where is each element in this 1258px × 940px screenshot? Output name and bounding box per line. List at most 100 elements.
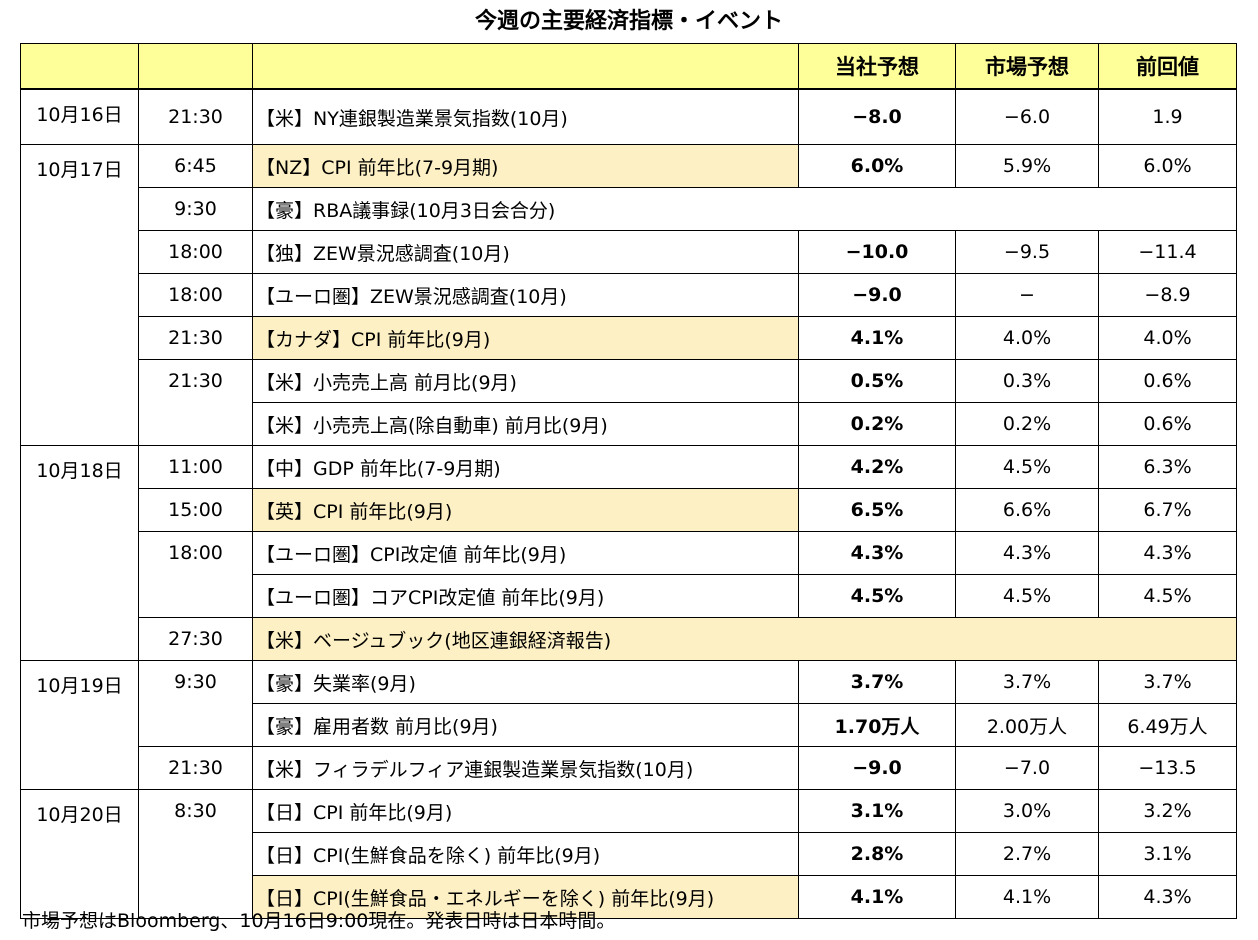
market-forecast-cell: 4.5% <box>955 574 1099 618</box>
company-forecast-cell: 3.7% <box>798 660 956 704</box>
time-cell: 27:30 <box>138 617 253 661</box>
time-cell: 18:00 <box>138 230 253 274</box>
event-cell: 【ユーロ圏】CPI改定値 前年比(9月) <box>252 531 799 575</box>
event-cell: 【日】CPI(生鮮食品・エネルギーを除く) 前年比(9月) <box>252 875 799 919</box>
time-cell: 15:00 <box>138 488 253 532</box>
market-forecast-cell: −7.0 <box>955 746 1099 790</box>
time-cell: 21:30 <box>138 359 253 403</box>
table-row: 18:00 【ユーロ圏】ZEW景況感調査(10月) −9.0− −8.9 <box>21 273 1237 317</box>
market-forecast-cell: 5.9% <box>955 144 1099 188</box>
previous-value-cell: 4.0% <box>1098 316 1237 360</box>
time-cell <box>138 832 253 876</box>
header-event <box>252 43 799 90</box>
table-row: 10月17日 6:45 【NZ】CPI 前年比(7-9月期) 6.0% 5.9% 6.0% <box>20 144 1237 446</box>
company-forecast-cell: 0.2% <box>798 402 956 446</box>
time-cell: 9:30 <box>138 187 253 231</box>
company-forecast-cell: 3.1% <box>798 789 956 833</box>
company-forecast-cell: −9.0 <box>798 746 956 790</box>
company-forecast-cell: 6.5% <box>798 488 956 532</box>
event-cell: 【米】フィラデルフィア連銀製造業景気指数(10月) <box>252 746 799 790</box>
market-forecast-cell: − <box>955 273 1099 317</box>
previous-value-cell: 4.3% <box>1098 531 1237 575</box>
market-forecast-cell: 2.00万人 <box>955 703 1099 747</box>
time-cell <box>138 875 253 919</box>
event-cell: 【豪】RBA議事録(10月3日会合分) <box>252 187 1237 231</box>
table-row: 10月19日 9:30 【豪】失業率(9月) 3.7% 3.7% 3.7% <box>20 660 1237 790</box>
previous-value-cell: 3.1% <box>1098 832 1237 876</box>
company-forecast-cell: 4.2% <box>798 445 956 489</box>
market-forecast-cell: −9.5 <box>955 230 1099 274</box>
company-forecast-cell: 4.5% <box>798 574 956 618</box>
time-cell: 21:30 <box>138 316 253 360</box>
time-cell: 18:00 <box>138 531 253 575</box>
previous-value-cell: 6.7% <box>1098 488 1237 532</box>
market-forecast-cell: −6.0 <box>955 88 1099 145</box>
previous-value-cell: 1.9 <box>1098 88 1237 145</box>
market-forecast-cell: 0.3% <box>955 359 1099 403</box>
market-forecast-cell: 2.7% <box>955 832 1099 876</box>
header-previous-value: 前回値 <box>1098 43 1237 90</box>
previous-value-cell: 3.7% <box>1098 660 1237 704</box>
company-forecast-cell: 4.1% <box>798 316 956 360</box>
market-forecast-cell: 4.0% <box>955 316 1099 360</box>
event-cell: 【日】CPI 前年比(9月) <box>252 789 799 833</box>
table-row: 10月18日 11:00 【中】GDP 前年比(7-9月期) 4.2% 4.5% 6.3% <box>20 445 1237 661</box>
company-forecast-cell: −8.0 <box>798 88 956 145</box>
company-forecast-cell: 1.70万人 <box>798 703 956 747</box>
table-row: 【日】CPI(生鮮食品・エネルギーを除く) 前年比(9月) 4.1% 4.1% 4.3… <box>21 875 1237 919</box>
market-forecast-cell: 4.3% <box>955 531 1099 575</box>
date-cell: 10月16日 <box>20 88 139 145</box>
header-time <box>138 43 253 90</box>
market-forecast-cell: 6.6% <box>955 488 1099 532</box>
date-cell: 10月19日 <box>20 660 139 790</box>
time-cell: 18:00 <box>138 273 253 317</box>
event-cell: 【米】NY連銀製造業景気指数(10月) <box>252 88 799 145</box>
previous-value-cell: 3.2% <box>1098 789 1237 833</box>
previous-value-cell: 4.5% <box>1098 574 1237 618</box>
previous-value-cell: 4.3% <box>1098 875 1237 919</box>
previous-value-cell: 0.6% <box>1098 402 1237 446</box>
event-cell: 【カナダ】CPI 前年比(9月) <box>252 316 799 360</box>
previous-value-cell: 6.49万人 <box>1098 703 1237 747</box>
time-cell: 9:30 <box>138 660 253 704</box>
table-body: 10月16日 21:30 【米】NY連銀製造業景気指数(10月) −8.0 −6.0 1.… <box>20 88 1237 919</box>
event-cell: 【英】CPI 前年比(9月) <box>252 488 799 532</box>
company-forecast-cell: 6.0% <box>798 144 956 188</box>
time-cell: 6:45 <box>138 144 253 188</box>
table-row: 21:30 【米】フィラデルフィア連銀製造業景気指数(10月) −9.0 −7.0 −1… <box>21 746 1237 790</box>
company-forecast-cell: −9.0 <box>798 273 956 317</box>
previous-value-cell: 0.6% <box>1098 359 1237 403</box>
market-forecast-cell: 4.1% <box>955 875 1099 919</box>
event-cell: 【豪】雇用者数 前月比(9月) <box>252 703 799 747</box>
table-row: 18:00 【ユーロ圏】CPI改定値 前年比(9月) 4.3% 4.3% 4.3% <box>21 531 1237 575</box>
previous-value-cell: −13.5 <box>1098 746 1237 790</box>
indicator-table: 当社予想 市場予想 前回値 10月16日 21:30 【米】NY連銀製造業景気指数(… <box>20 43 1237 919</box>
event-cell: 【日】CPI(生鮮食品を除く) 前年比(9月) <box>252 832 799 876</box>
company-forecast-cell: 4.3% <box>798 531 956 575</box>
date-cell: 10月17日 <box>20 144 139 446</box>
market-forecast-cell: 3.0% <box>955 789 1099 833</box>
previous-value-cell: 6.3% <box>1098 445 1237 489</box>
table-row: 21:30 【米】小売売上高 前月比(9月) 0.5% 0.3% 0.6% <box>21 359 1237 403</box>
market-forecast-cell: 0.2% <box>955 402 1099 446</box>
event-cell: 【独】ZEW景況感調査(10月) <box>252 230 799 274</box>
time-cell: 21:30 <box>138 88 253 145</box>
company-forecast-cell: 2.8% <box>798 832 956 876</box>
table-row: 15:00 【英】CPI 前年比(9月) 6.5% 6.6% 6.7% <box>21 488 1237 532</box>
event-cell: 【豪】失業率(9月) <box>252 660 799 704</box>
table-row: 【豪】雇用者数 前月比(9月) 1.70万人 2.00万人 6.49万人 <box>21 703 1237 747</box>
table-row: 18:00 【独】ZEW景況感調査(10月) −10.0 −9.5 −11.4 <box>21 230 1237 274</box>
time-cell: 21:30 <box>138 746 253 790</box>
table-row: 10月20日 8:30 【日】CPI 前年比(9月) 3.1% 3.0% 3.2% <box>20 789 1237 919</box>
event-cell: 【米】小売売上高 前月比(9月) <box>252 359 799 403</box>
table-row: 27:30 【米】ベージュブック(地区連銀経済報告) <box>21 617 1237 661</box>
company-forecast-cell: 0.5% <box>798 359 956 403</box>
market-forecast-cell: 3.7% <box>955 660 1099 704</box>
table-row: 10月16日 21:30 【米】NY連銀製造業景気指数(10月) −8.0 −6.0 1.… <box>20 88 1237 145</box>
table-row: 【日】CPI(生鮮食品を除く) 前年比(9月) 2.8% 2.7% 3.1% <box>21 832 1237 876</box>
table-row: 9:30 【豪】RBA議事録(10月3日会合分) <box>21 187 1237 231</box>
time-cell: 11:00 <box>138 445 253 489</box>
event-cell: 【米】小売売上高(除自動車) 前月比(9月) <box>252 402 799 446</box>
table-row: 21:30 【カナダ】CPI 前年比(9月) 4.1% 4.0% 4.0% <box>21 316 1237 360</box>
previous-value-cell: −11.4 <box>1098 230 1237 274</box>
